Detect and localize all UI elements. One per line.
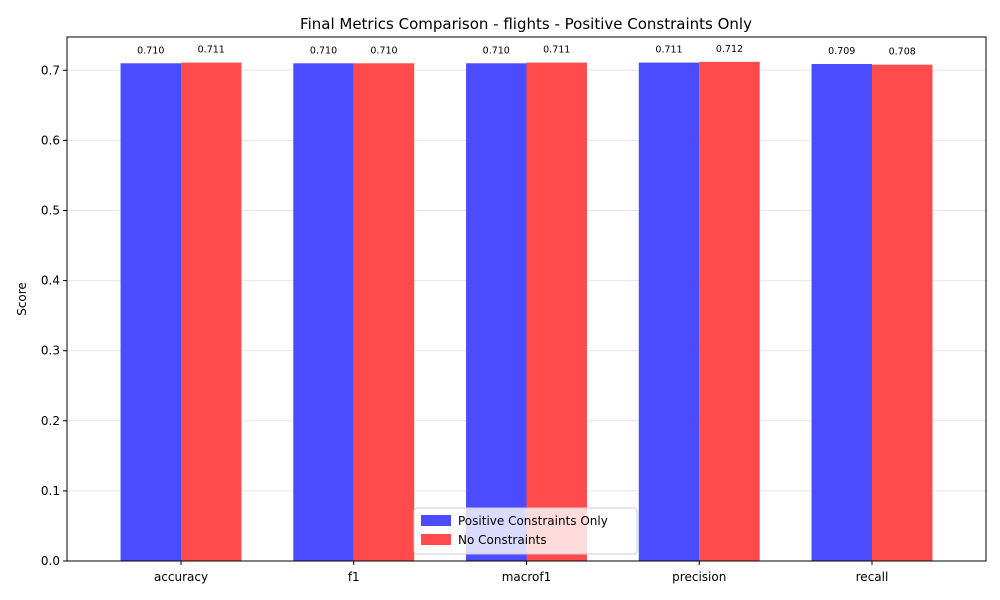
bar bbox=[293, 63, 354, 561]
legend-swatch bbox=[421, 534, 451, 545]
chart-title: Final Metrics Comparison - flights - Pos… bbox=[300, 15, 752, 33]
x-tick-label: recall bbox=[856, 570, 889, 584]
bar bbox=[466, 63, 527, 561]
y-tick-label: 0.1 bbox=[41, 484, 60, 498]
data-label: 0.712 bbox=[716, 44, 743, 55]
data-label: 0.710 bbox=[310, 45, 337, 56]
bar bbox=[526, 62, 587, 562]
y-tick-label: 0.5 bbox=[41, 203, 60, 217]
y-tick-label: 0.3 bbox=[41, 344, 60, 358]
x-tick-label: precision bbox=[672, 570, 726, 584]
y-tick-label: 0.4 bbox=[41, 274, 60, 288]
bar bbox=[811, 63, 872, 562]
bar bbox=[353, 63, 415, 561]
bar bbox=[871, 64, 933, 561]
x-tick-label: accuracy bbox=[154, 570, 208, 584]
legend-label: Positive Constraints Only bbox=[458, 514, 608, 528]
bars bbox=[120, 61, 933, 562]
legend-label: No Constraints bbox=[458, 533, 547, 547]
x-tick-label: macrof1 bbox=[502, 570, 552, 584]
bar bbox=[181, 62, 242, 562]
bar bbox=[699, 61, 760, 561]
data-label: 0.711 bbox=[198, 45, 225, 56]
y-tick-label: 0.2 bbox=[41, 414, 60, 428]
x-tick-label: f1 bbox=[348, 570, 360, 584]
data-label: 0.710 bbox=[483, 45, 510, 56]
y-tick-label: 0.0 bbox=[41, 554, 60, 568]
data-label: 0.710 bbox=[370, 45, 397, 56]
data-label: 0.708 bbox=[889, 47, 916, 58]
data-labels: 0.710 0.710 0.710 0.711 0.709 0.711 0.710 0.711… bbox=[137, 44, 916, 58]
legend-swatch bbox=[421, 515, 451, 526]
legend: Positive Constraints Only No Constraints bbox=[413, 507, 638, 555]
data-label: 0.711 bbox=[655, 45, 682, 56]
data-label: 0.710 bbox=[137, 45, 164, 56]
legend-box bbox=[413, 507, 638, 555]
data-label: 0.711 bbox=[543, 45, 570, 56]
y-tick-label: 0.6 bbox=[41, 133, 60, 147]
axes: 0.0 0.1 0.2 0.3 0.4 0.5 0.6 0.7 accuracy f1 macrof… bbox=[41, 36, 987, 584]
y-axis-label: Score bbox=[15, 282, 29, 316]
bar bbox=[120, 63, 182, 561]
y-tick-label: 0.7 bbox=[41, 63, 60, 77]
data-label: 0.709 bbox=[828, 46, 855, 57]
bar bbox=[638, 62, 700, 562]
